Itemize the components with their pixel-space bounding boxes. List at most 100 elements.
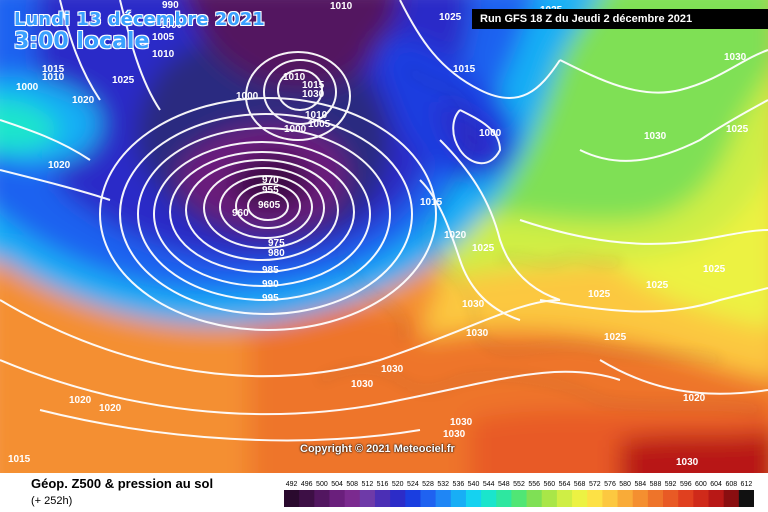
geopotential-field bbox=[0, 0, 768, 500]
lead-time-label: (+ 252h) bbox=[31, 495, 73, 507]
isobar-label: 1000 bbox=[236, 91, 259, 102]
scale-swatch bbox=[678, 490, 694, 507]
scale-swatch bbox=[738, 490, 754, 507]
scale-tick-label: 504 bbox=[331, 481, 343, 488]
scale-tick-label: 604 bbox=[710, 481, 722, 488]
isobar-label: 1020 bbox=[72, 95, 95, 106]
scale-swatch bbox=[723, 490, 740, 507]
scale-tick-label: 540 bbox=[468, 481, 480, 488]
scale-swatch bbox=[708, 490, 725, 507]
isobar-label: 1020 bbox=[48, 160, 71, 171]
scale-swatch bbox=[390, 490, 406, 507]
scale-swatch bbox=[541, 490, 558, 507]
scale-tick-label: 520 bbox=[392, 481, 404, 488]
scale-swatch bbox=[602, 490, 619, 507]
isobar-label: 1015 bbox=[302, 80, 325, 91]
scale-swatch bbox=[465, 490, 482, 507]
isobar-label: 970 bbox=[262, 175, 279, 186]
scale-tick-label: 592 bbox=[665, 481, 677, 488]
scale-swatch bbox=[496, 490, 512, 507]
map-parameter-title: Géop. Z500 & pression au sol bbox=[31, 476, 214, 491]
scale-tick-label: 576 bbox=[604, 481, 616, 488]
isobar-label: 1030 bbox=[302, 89, 325, 100]
isobar-label: 1025 bbox=[588, 289, 611, 300]
scale-tick-label: 528 bbox=[422, 481, 434, 488]
isobar-label: 995 bbox=[262, 293, 279, 304]
scale-tick-label: 548 bbox=[498, 481, 510, 488]
isobar-label: 1025 bbox=[646, 280, 669, 291]
isobar-label: 1020 bbox=[69, 395, 92, 406]
scale-tick-label: 584 bbox=[634, 481, 646, 488]
isobar-label: 1030 bbox=[676, 457, 699, 468]
scale-tick-label: 608 bbox=[725, 481, 737, 488]
scale-tick-label: 552 bbox=[513, 481, 525, 488]
scale-swatch bbox=[526, 490, 543, 507]
isobar-label: 1015 bbox=[42, 64, 65, 75]
scale-tick-label: 524 bbox=[407, 481, 419, 488]
scale-swatch bbox=[693, 490, 710, 507]
isobar-label: 1030 bbox=[466, 328, 489, 339]
isobar-label: 1025 bbox=[604, 332, 627, 343]
weather-map: 990 1010 1000 1005 1010 1015 1010 1000 1… bbox=[0, 0, 768, 500]
isobar-label: 1020 bbox=[444, 230, 467, 241]
isobar-label: 1010 bbox=[283, 72, 306, 83]
scale-swatch bbox=[663, 490, 679, 507]
scale-tick-label: 500 bbox=[316, 481, 328, 488]
isobar-label: 980 bbox=[268, 248, 285, 259]
isobar-label: 1025 bbox=[703, 264, 726, 275]
isobar-label: 1025 bbox=[472, 243, 495, 254]
isobar-label: 975 bbox=[268, 238, 285, 249]
scale-tick-label: 560 bbox=[543, 481, 555, 488]
scale-swatch bbox=[587, 490, 603, 507]
isobar-label: 1000 bbox=[284, 124, 307, 135]
scale-swatch bbox=[299, 490, 315, 507]
scale-tick-label: 516 bbox=[377, 481, 389, 488]
isobar-label: 1030 bbox=[443, 429, 466, 440]
isobar-label: 1025 bbox=[439, 12, 462, 23]
isobar-label: 990 bbox=[162, 0, 179, 11]
scale-swatch bbox=[329, 490, 346, 507]
scale-tick-label: 596 bbox=[680, 481, 692, 488]
scale-swatch bbox=[481, 490, 497, 507]
scale-swatch bbox=[435, 490, 452, 507]
isobar-label: 1000 bbox=[16, 82, 39, 93]
isobar-label: 1005 bbox=[152, 32, 175, 43]
forecast-date-label: Lundi 13 décembre 2021 3:00 locale bbox=[14, 10, 265, 54]
scale-tick-label: 612 bbox=[741, 481, 753, 488]
scale-tick-label: 564 bbox=[559, 481, 571, 488]
isobar-label: 1020 bbox=[683, 393, 706, 404]
scale-tick-label: 508 bbox=[346, 481, 358, 488]
color-scale: 492 496 500 504 508 512 516 520 524 528 532 536 540 5… bbox=[284, 481, 754, 507]
scale-swatch bbox=[647, 490, 664, 507]
isobar-label: 1025 bbox=[112, 75, 135, 86]
scale-tick-label: 588 bbox=[650, 481, 662, 488]
isobar-label: 960 bbox=[232, 208, 249, 219]
isobar-labels: 990 1010 1000 1005 1010 1015 1010 1000 1… bbox=[8, 0, 749, 468]
isobars bbox=[0, 0, 768, 440]
isobar-label: 1010 bbox=[42, 72, 65, 83]
isobar-label: 1025 bbox=[726, 124, 749, 135]
isobar-label: 1000 bbox=[160, 20, 183, 31]
scale-swatch bbox=[284, 490, 300, 507]
isobar-label: 1010 bbox=[330, 1, 353, 12]
isobar-label: 955 bbox=[262, 185, 279, 196]
isobar-label: 1005 bbox=[308, 119, 331, 130]
scale-tick-label: 580 bbox=[619, 481, 631, 488]
isobar-label: 1020 bbox=[99, 403, 122, 414]
isobar-label: 990 bbox=[262, 279, 279, 290]
forecast-time: 3:00 locale bbox=[14, 29, 150, 54]
isobar-label: 1010 bbox=[305, 110, 328, 121]
scale-swatch bbox=[344, 490, 361, 507]
isobar-label: 1030 bbox=[351, 379, 374, 390]
isobar-label: 1030 bbox=[450, 417, 473, 428]
isobar-label: 9605 bbox=[258, 200, 281, 211]
isobar-label: 1030 bbox=[462, 299, 485, 310]
scale-tick-label: 568 bbox=[574, 481, 586, 488]
scale-swatch bbox=[450, 490, 467, 507]
copyright-notice: Copyright © 2021 Meteociel.fr bbox=[300, 443, 455, 455]
scale-swatch bbox=[420, 490, 437, 507]
scale-swatch bbox=[617, 490, 634, 507]
isobar-label: 1015 bbox=[420, 197, 443, 208]
isobar-label: 1030 bbox=[644, 131, 667, 142]
scale-swatch bbox=[632, 490, 649, 507]
